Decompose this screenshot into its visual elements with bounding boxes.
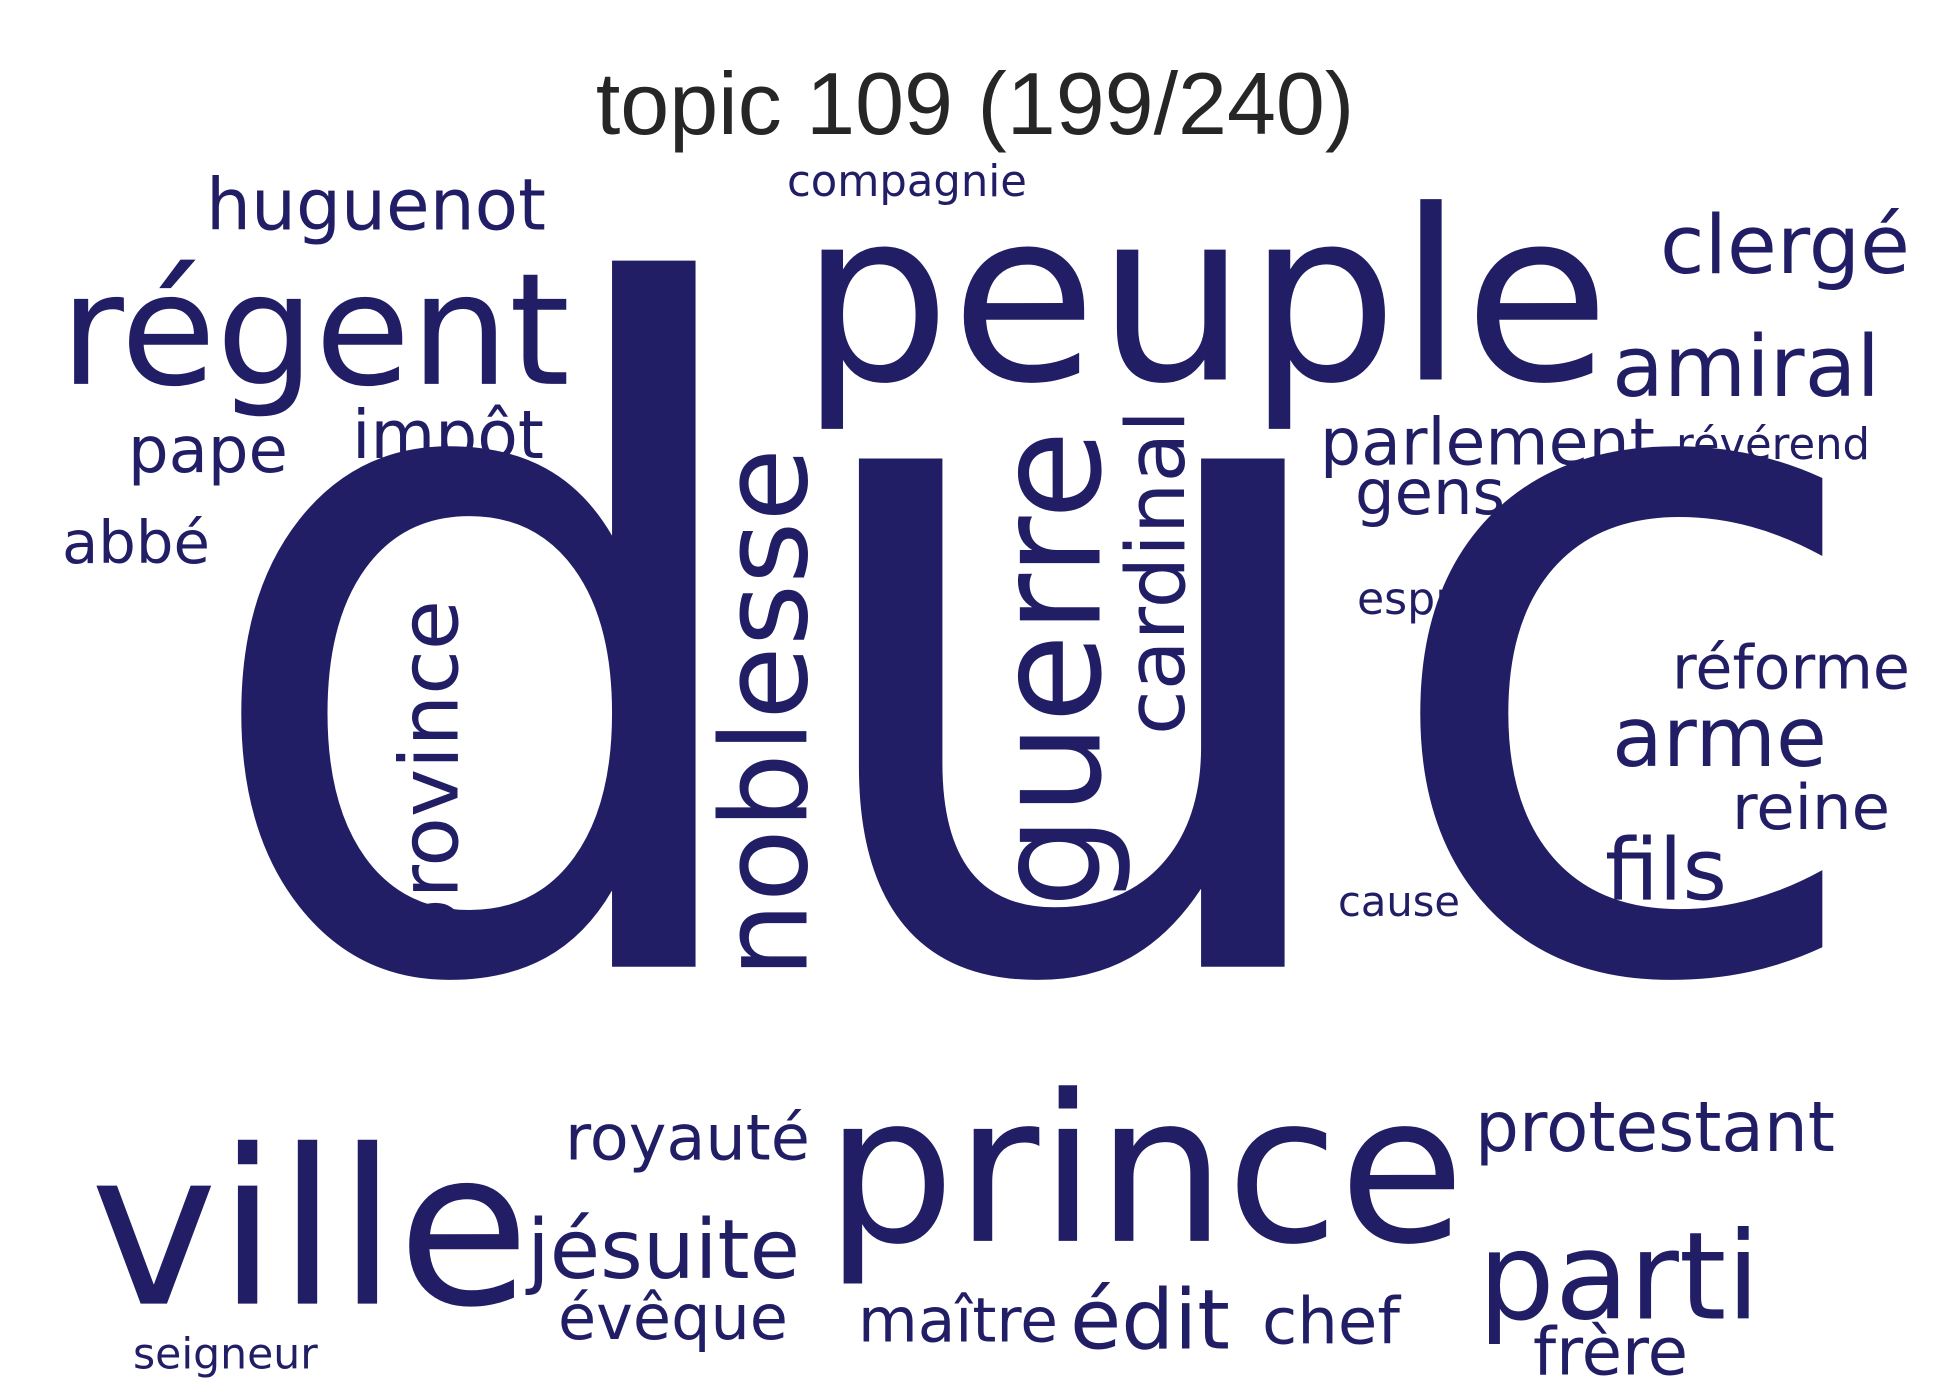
word-25: chef (1262, 1284, 1401, 1359)
word-16: arme (1612, 689, 1827, 786)
word-30: compagnie (787, 157, 1027, 207)
word-20: royauté (565, 1102, 810, 1176)
word-32: esprit (1357, 574, 1483, 625)
word-0: duc (190, 105, 1880, 1187)
word-17: fils (1605, 821, 1727, 920)
word-13: parlement (1320, 405, 1655, 480)
word-4: régent (60, 240, 570, 421)
word-9: cardinal (1109, 410, 1204, 735)
word-33: cause (1338, 877, 1460, 926)
word-23: évêque (558, 1281, 788, 1354)
word-14: protestant (1475, 1088, 1835, 1168)
word-28: gens (1355, 456, 1505, 529)
word-10: huguenot (206, 163, 546, 246)
word-18: impôt (352, 396, 544, 474)
word-29: abbé (62, 508, 210, 577)
cloud-title: topic 109 (199/240) (595, 54, 1355, 153)
word-31: révérend (1676, 420, 1870, 470)
word-11: clergé (1660, 199, 1910, 293)
word-24: maître (858, 1285, 1058, 1356)
word-6: guerre (966, 430, 1135, 908)
word-5: noblesse (696, 448, 835, 978)
word-3: ville (90, 1104, 530, 1355)
word-7: parti (1478, 1207, 1760, 1348)
word-34: seigneur (133, 1331, 318, 1380)
word-27: pape (128, 414, 288, 488)
word-15: jésuite (525, 1203, 800, 1298)
word-21: réforme (1672, 633, 1910, 703)
word-2: prince (825, 1052, 1465, 1290)
word-19: édit (1070, 1272, 1230, 1369)
word-8: province (383, 600, 477, 950)
word-26: frère (1533, 1314, 1688, 1390)
word-1: peuple (800, 160, 1610, 436)
word-12: amiral (1612, 317, 1880, 416)
word-22: reine (1732, 771, 1890, 844)
